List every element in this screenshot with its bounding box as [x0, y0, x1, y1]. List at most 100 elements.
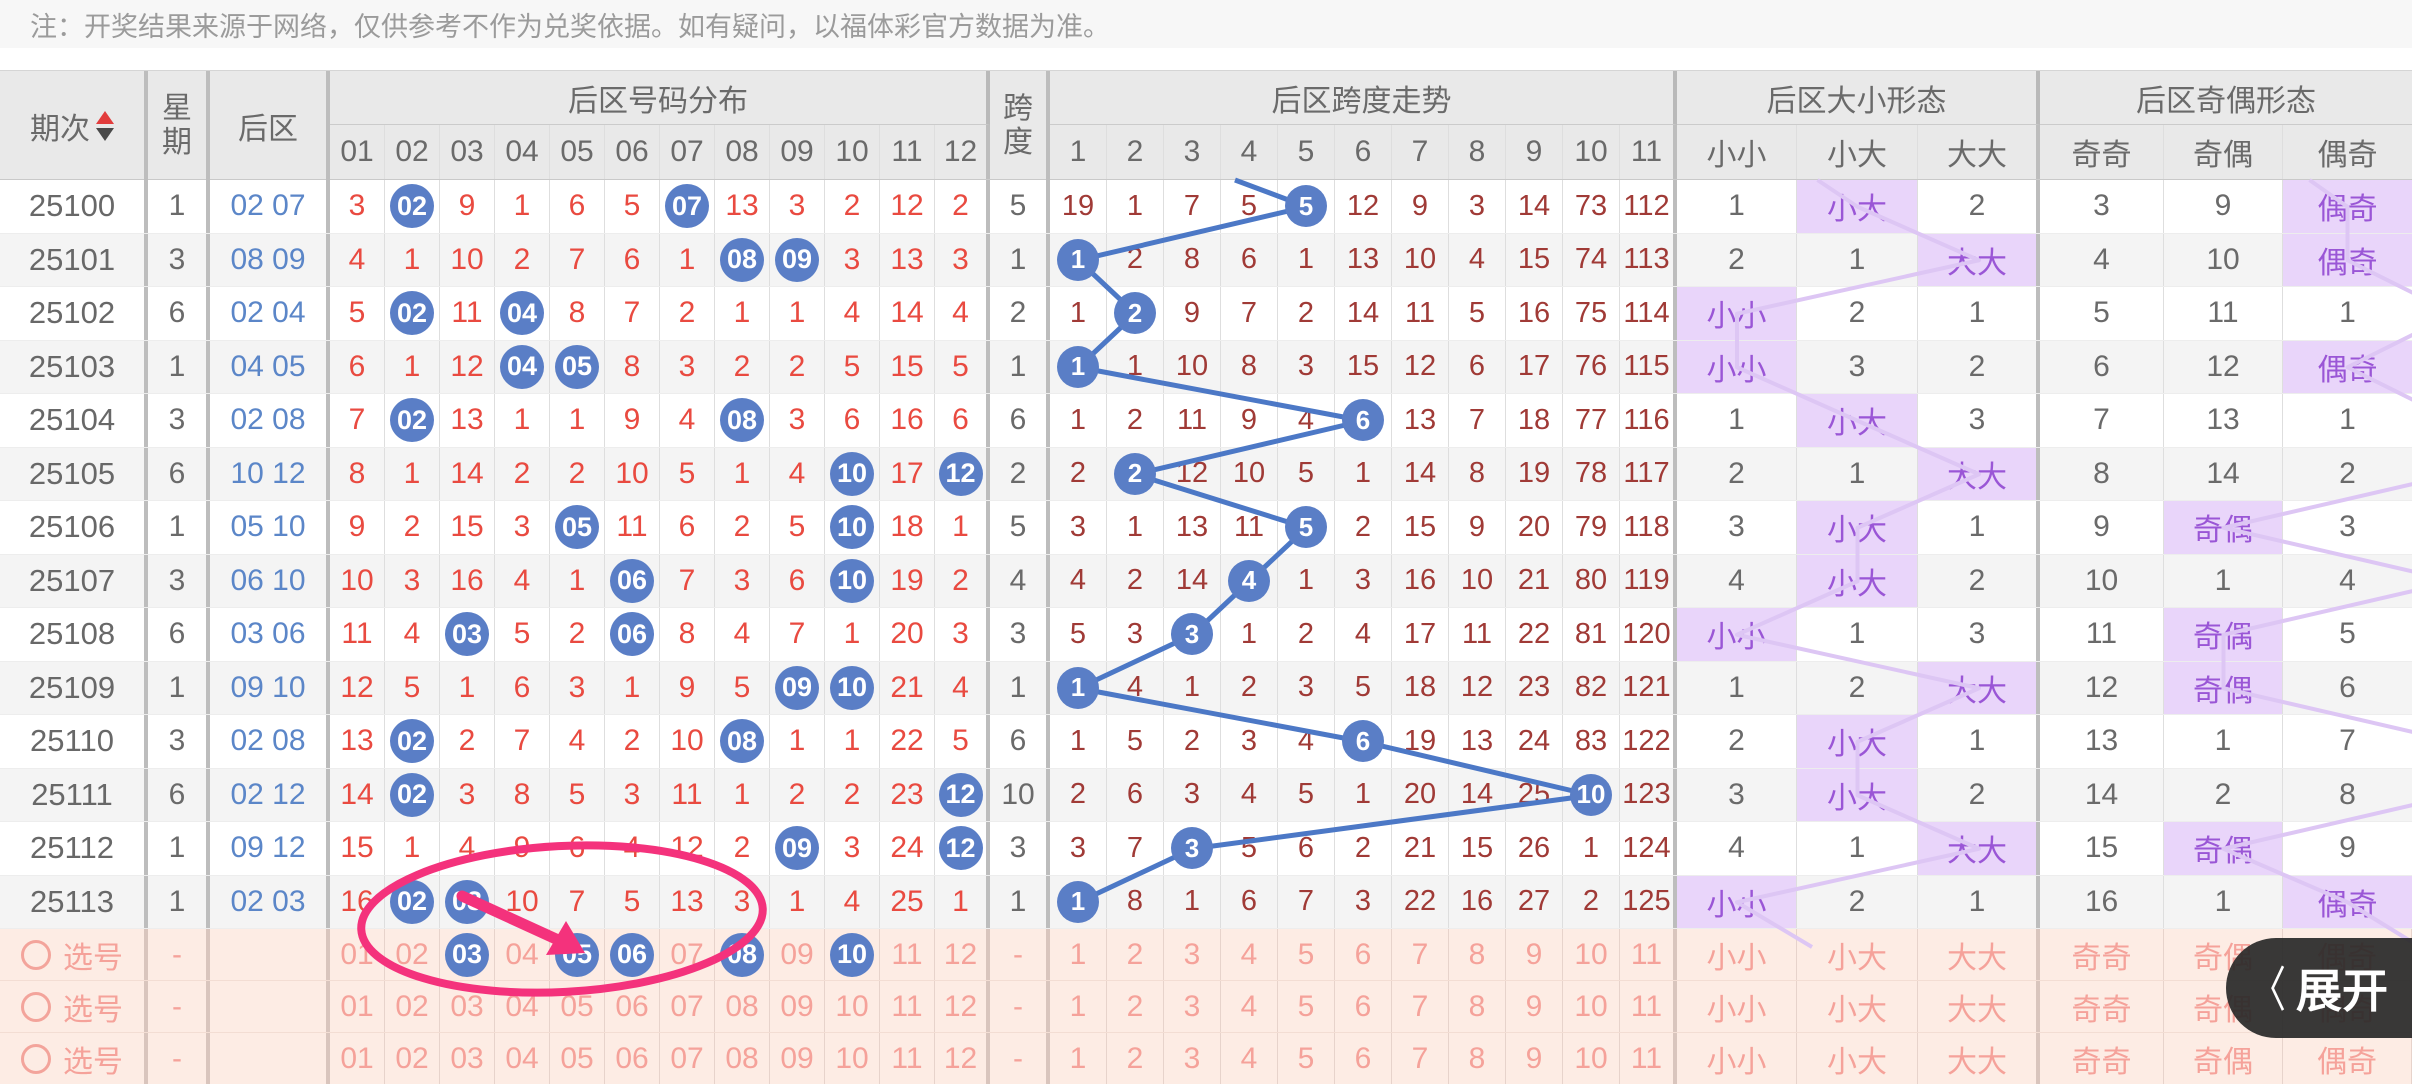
- pick-number-cell[interactable]: 06: [605, 981, 660, 1032]
- pick-size-cell[interactable]: 大大: [1918, 929, 2040, 980]
- pick-number-cell[interactable]: 06: [605, 929, 660, 980]
- pick-trend-cell[interactable]: 11: [1620, 929, 1677, 980]
- pick-trend-cell[interactable]: 1: [1050, 981, 1107, 1032]
- pick-trend-cell[interactable]: 9: [1506, 981, 1563, 1032]
- pick-trend-cell[interactable]: 11: [1620, 1033, 1677, 1084]
- pick-trend-cell[interactable]: 7: [1392, 1033, 1449, 1084]
- pick-trend-cell[interactable]: 10: [1563, 1033, 1620, 1084]
- pick-number-cell[interactable]: 12: [935, 981, 990, 1032]
- pick-trend-cell[interactable]: 7: [1392, 981, 1449, 1032]
- pick-trend-cell[interactable]: 2: [1107, 929, 1164, 980]
- pick-span-cell: -: [990, 929, 1050, 980]
- pick-trend-cell[interactable]: 5: [1278, 1033, 1335, 1084]
- pick-number-cell[interactable]: 10: [825, 981, 880, 1032]
- pick-trend-cell[interactable]: 10: [1563, 929, 1620, 980]
- pick-parity-cell[interactable]: 奇奇: [2040, 929, 2164, 980]
- pick-parity-cell[interactable]: 奇奇: [2040, 981, 2164, 1032]
- pick-radio-icon[interactable]: [21, 1043, 51, 1074]
- pick-trend-cell[interactable]: 6: [1335, 1033, 1392, 1084]
- pick-number-cell[interactable]: 11: [880, 929, 935, 980]
- pick-size-cell[interactable]: 小小: [1677, 981, 1797, 1032]
- sort-desc-icon[interactable]: [96, 128, 114, 141]
- pick-trend-cell[interactable]: 3: [1164, 929, 1221, 980]
- pick-trend-cell[interactable]: 5: [1278, 929, 1335, 980]
- pick-radio-cell[interactable]: 选号: [0, 1033, 148, 1084]
- pick-number-cell[interactable]: 07: [660, 929, 715, 980]
- pick-number-cell[interactable]: 12: [935, 929, 990, 980]
- pick-number-cell[interactable]: 06: [605, 1033, 660, 1084]
- pick-trend-cell[interactable]: 11: [1620, 981, 1677, 1032]
- pick-number-cell[interactable]: 09: [770, 981, 825, 1032]
- pick-number-cell[interactable]: 02: [385, 1033, 440, 1084]
- pick-number-cell[interactable]: 07: [660, 1033, 715, 1084]
- pick-number-cell[interactable]: 02: [385, 929, 440, 980]
- pick-number-cell[interactable]: 02: [385, 981, 440, 1032]
- pick-number-cell[interactable]: 10: [825, 1033, 880, 1084]
- pick-size-cell[interactable]: 小大: [1797, 981, 1918, 1032]
- pick-trend-cell[interactable]: 4: [1221, 1033, 1278, 1084]
- pick-number-cell[interactable]: 05: [550, 981, 605, 1032]
- pick-number-cell[interactable]: 10: [825, 929, 880, 980]
- pick-parity-cell[interactable]: 偶奇: [2283, 1033, 2412, 1084]
- pick-number-cell[interactable]: 03: [440, 929, 495, 980]
- pick-size-cell[interactable]: 小大: [1797, 1033, 1918, 1084]
- dist-cell: 1: [935, 875, 990, 928]
- pick-trend-cell[interactable]: 7: [1392, 929, 1449, 980]
- pick-number-cell[interactable]: 08: [715, 1033, 770, 1084]
- pick-parity-cell[interactable]: 奇偶: [2164, 1033, 2283, 1084]
- pick-number-cell[interactable]: 09: [770, 1033, 825, 1084]
- pick-radio-cell[interactable]: 选号: [0, 929, 148, 980]
- pick-number-cell[interactable]: 11: [880, 981, 935, 1032]
- pick-trend-cell[interactable]: 6: [1335, 929, 1392, 980]
- span-trend-cell: 3: [1335, 875, 1392, 928]
- pick-size-cell[interactable]: 小小: [1677, 1033, 1797, 1084]
- pick-number-cell[interactable]: 03: [440, 1033, 495, 1084]
- pick-parity-cell[interactable]: 奇奇: [2040, 1033, 2164, 1084]
- column-header-period[interactable]: 期次: [0, 71, 148, 181]
- pick-number-cell[interactable]: 04: [495, 1033, 550, 1084]
- span-trend-cell: 14: [1164, 554, 1221, 607]
- expand-button[interactable]: 〈 展开: [2226, 938, 2412, 1038]
- pick-trend-cell[interactable]: 9: [1506, 929, 1563, 980]
- pick-trend-cell[interactable]: 2: [1107, 981, 1164, 1032]
- pick-number-cell[interactable]: 04: [495, 981, 550, 1032]
- pick-trend-cell[interactable]: 8: [1449, 929, 1506, 980]
- pick-number-cell[interactable]: 01: [330, 1033, 385, 1084]
- pick-trend-cell[interactable]: 3: [1164, 1033, 1221, 1084]
- pick-number-cell[interactable]: 01: [330, 981, 385, 1032]
- pick-trend-cell[interactable]: 6: [1335, 981, 1392, 1032]
- pick-radio-icon[interactable]: [21, 939, 51, 970]
- pick-radio-cell[interactable]: 选号: [0, 981, 148, 1032]
- pick-number-cell[interactable]: 07: [660, 981, 715, 1032]
- pick-number-cell[interactable]: 08: [715, 981, 770, 1032]
- pick-number-cell[interactable]: 05: [550, 1033, 605, 1084]
- pick-number-cell[interactable]: 12: [935, 1033, 990, 1084]
- pick-number-cell[interactable]: 04: [495, 929, 550, 980]
- trend-col-header-11: 11: [1620, 125, 1677, 179]
- pick-number-cell[interactable]: 01: [330, 929, 385, 980]
- pick-size-cell[interactable]: 大大: [1918, 981, 2040, 1032]
- pick-number-cell[interactable]: 05: [550, 929, 605, 980]
- pick-trend-cell[interactable]: 2: [1107, 1033, 1164, 1084]
- pick-trend-cell[interactable]: 10: [1563, 981, 1620, 1032]
- pick-trend-cell[interactable]: 4: [1221, 981, 1278, 1032]
- pick-size-cell[interactable]: 小小: [1677, 929, 1797, 980]
- pick-size-cell[interactable]: 小大: [1797, 929, 1918, 980]
- pick-trend-cell[interactable]: 9: [1506, 1033, 1563, 1084]
- pick-trend-cell[interactable]: 1: [1050, 1033, 1107, 1084]
- pick-radio-icon[interactable]: [21, 991, 51, 1022]
- pick-trend-cell[interactable]: 3: [1164, 981, 1221, 1032]
- pick-size-cell[interactable]: 大大: [1918, 1033, 2040, 1084]
- pick-number-cell[interactable]: 08: [715, 929, 770, 980]
- pick-number-cell[interactable]: 11: [880, 1033, 935, 1084]
- pick-trend-cell[interactable]: 8: [1449, 981, 1506, 1032]
- pick-trend-cell[interactable]: 8: [1449, 1033, 1506, 1084]
- sort-icons[interactable]: [96, 111, 114, 141]
- sort-asc-icon[interactable]: [96, 111, 114, 124]
- pick-trend-cell[interactable]: 1: [1050, 929, 1107, 980]
- pick-number-cell[interactable]: 03: [440, 981, 495, 1032]
- dist-col-header-01: 01: [330, 125, 385, 179]
- pick-number-cell[interactable]: 09: [770, 929, 825, 980]
- pick-trend-cell[interactable]: 5: [1278, 981, 1335, 1032]
- pick-trend-cell[interactable]: 4: [1221, 929, 1278, 980]
